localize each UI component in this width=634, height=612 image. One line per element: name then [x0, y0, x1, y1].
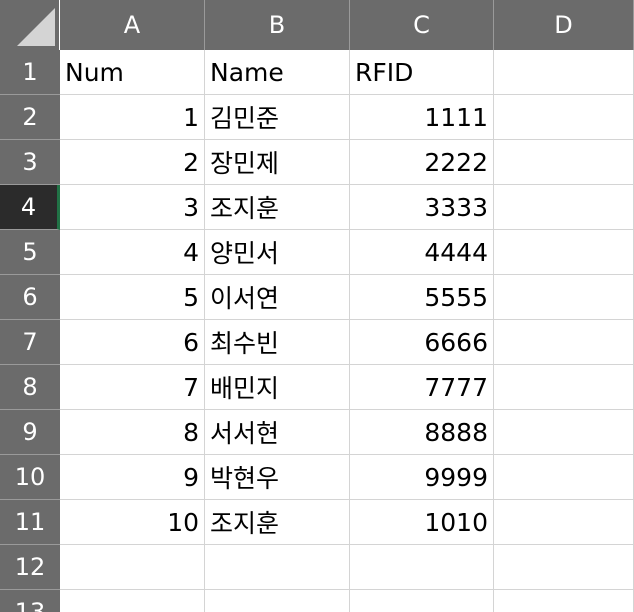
- cell-a[interactable]: 2: [60, 140, 205, 185]
- cell-a[interactable]: 9: [60, 455, 205, 500]
- cell-c[interactable]: [350, 590, 494, 612]
- table-row: [60, 590, 634, 612]
- row-header-column: 1 2 3 4 5 6 7 8 9 10 11 12 13: [0, 50, 60, 612]
- table-row: 4 양민서 4444: [60, 230, 634, 275]
- row-header[interactable]: 4: [0, 185, 60, 230]
- cell-d[interactable]: [494, 365, 634, 410]
- cell-d[interactable]: [494, 320, 634, 365]
- cell-grid: Num Name RFID 1 김민준 1111 2 장민제 2222 3 조지훈 3333 4 양민서 4…: [60, 50, 634, 612]
- row-header[interactable]: 6: [0, 275, 60, 320]
- select-all-button[interactable]: [0, 0, 60, 50]
- row-header[interactable]: 3: [0, 140, 60, 185]
- cell-a[interactable]: 5: [60, 275, 205, 320]
- cell-b[interactable]: 최수빈: [205, 320, 350, 365]
- table-row: 3 조지훈 3333: [60, 185, 634, 230]
- row-header[interactable]: 8: [0, 365, 60, 410]
- row-header[interactable]: 13: [0, 590, 60, 612]
- cell-c[interactable]: 2222: [350, 140, 494, 185]
- row-header[interactable]: 10: [0, 455, 60, 500]
- column-header-d[interactable]: D: [494, 0, 634, 50]
- table-row: 5 이서연 5555: [60, 275, 634, 320]
- row-header[interactable]: 2: [0, 95, 60, 140]
- cell-c[interactable]: 9999: [350, 455, 494, 500]
- column-header-a[interactable]: A: [60, 0, 205, 50]
- cell-a[interactable]: [60, 545, 205, 590]
- table-row: 6 최수빈 6666: [60, 320, 634, 365]
- cell-c[interactable]: 3333: [350, 185, 494, 230]
- cell-a[interactable]: [60, 590, 205, 612]
- cell-b[interactable]: 조지훈: [205, 185, 350, 230]
- cell-b[interactable]: 양민서: [205, 230, 350, 275]
- cell-a[interactable]: Num: [60, 50, 205, 95]
- cell-d[interactable]: [494, 95, 634, 140]
- cell-a[interactable]: 3: [60, 185, 205, 230]
- cell-d[interactable]: [494, 500, 634, 545]
- cell-b[interactable]: [205, 545, 350, 590]
- cell-d[interactable]: [494, 275, 634, 320]
- cell-c[interactable]: 7777: [350, 365, 494, 410]
- cell-c[interactable]: 1010: [350, 500, 494, 545]
- cell-d[interactable]: [494, 50, 634, 95]
- table-row: 7 배민지 7777: [60, 365, 634, 410]
- cell-c[interactable]: 8888: [350, 410, 494, 455]
- row-header[interactable]: 7: [0, 320, 60, 365]
- table-row: Num Name RFID: [60, 50, 634, 95]
- cell-a[interactable]: 6: [60, 320, 205, 365]
- column-header-c[interactable]: C: [350, 0, 494, 50]
- cell-d[interactable]: [494, 590, 634, 612]
- cell-d[interactable]: [494, 230, 634, 275]
- cell-b[interactable]: [205, 590, 350, 612]
- cell-b[interactable]: 박현우: [205, 455, 350, 500]
- row-header[interactable]: 1: [0, 50, 60, 95]
- cell-a[interactable]: 10: [60, 500, 205, 545]
- cell-b[interactable]: 조지훈: [205, 500, 350, 545]
- cell-b[interactable]: 장민제: [205, 140, 350, 185]
- cell-b[interactable]: Name: [205, 50, 350, 95]
- cell-c[interactable]: 6666: [350, 320, 494, 365]
- select-all-icon: [17, 8, 55, 46]
- cell-a[interactable]: 7: [60, 365, 205, 410]
- cell-a[interactable]: 4: [60, 230, 205, 275]
- table-row: 1 김민준 1111: [60, 95, 634, 140]
- cell-b[interactable]: 서서현: [205, 410, 350, 455]
- cell-c[interactable]: RFID: [350, 50, 494, 95]
- column-header-row: A B C D: [0, 0, 634, 50]
- cell-d[interactable]: [494, 140, 634, 185]
- table-row: [60, 545, 634, 590]
- column-header-b[interactable]: B: [205, 0, 350, 50]
- row-header[interactable]: 9: [0, 410, 60, 455]
- cell-b[interactable]: 이서연: [205, 275, 350, 320]
- row-header[interactable]: 5: [0, 230, 60, 275]
- cell-d[interactable]: [494, 545, 634, 590]
- cell-c[interactable]: [350, 545, 494, 590]
- table-row: 9 박현우 9999: [60, 455, 634, 500]
- cell-a[interactable]: 1: [60, 95, 205, 140]
- table-row: 8 서서현 8888: [60, 410, 634, 455]
- cell-c[interactable]: 5555: [350, 275, 494, 320]
- cell-c[interactable]: 1111: [350, 95, 494, 140]
- cell-a[interactable]: 8: [60, 410, 205, 455]
- cell-c[interactable]: 4444: [350, 230, 494, 275]
- row-header[interactable]: 12: [0, 545, 60, 590]
- cell-b[interactable]: 배민지: [205, 365, 350, 410]
- cell-d[interactable]: [494, 455, 634, 500]
- cell-d[interactable]: [494, 410, 634, 455]
- cell-b[interactable]: 김민준: [205, 95, 350, 140]
- table-row: 10 조지훈 1010: [60, 500, 634, 545]
- cell-d[interactable]: [494, 185, 634, 230]
- table-row: 2 장민제 2222: [60, 140, 634, 185]
- row-header[interactable]: 11: [0, 500, 60, 545]
